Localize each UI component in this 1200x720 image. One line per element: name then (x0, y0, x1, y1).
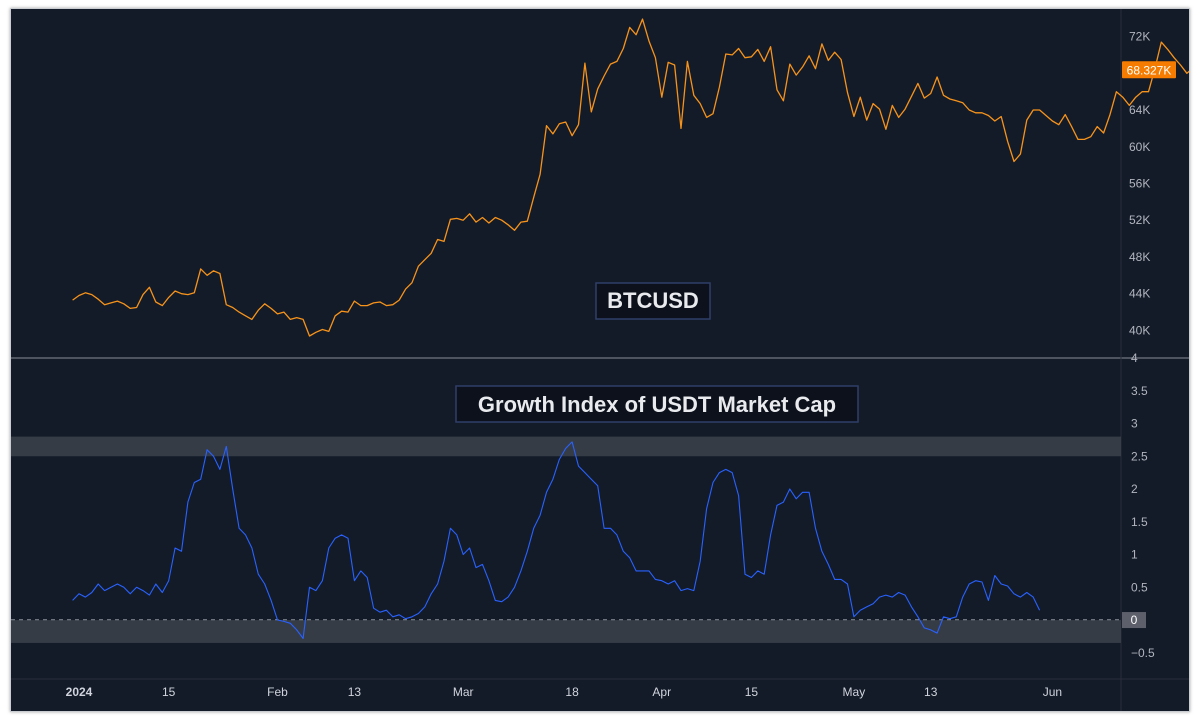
usdt-growth-label-text: Growth Index of USDT Market Cap (478, 392, 836, 417)
time-axis[interactable]: 2024 15 Feb 13 Mar 18 Apr 15 May 13 Jun (66, 685, 1062, 699)
x-tick: Feb (267, 685, 288, 699)
indicator-value-axis[interactable]: −0.5 0.5 1 1.5 2 2.5 3 3.5 4 (1131, 351, 1155, 660)
x-tick: Apr (652, 685, 671, 699)
btcusd-y-tick: 52K (1129, 213, 1150, 227)
last-price-value: 68.327K (1127, 63, 1172, 77)
x-tick: May (843, 685, 866, 699)
last-price-tag: 68.327K (1122, 61, 1176, 79)
indicator-y-tick: 1 (1131, 548, 1138, 562)
indicator-y-tick: 0.5 (1131, 580, 1148, 594)
zero-line-tag (1122, 612, 1146, 629)
indicator-y-tick: 4 (1131, 351, 1138, 365)
btcusd-label: BTCUSD (595, 282, 711, 320)
indicator-band-2 (11, 620, 1121, 643)
indicator-y-tick: 3.5 (1131, 384, 1148, 398)
btcusd-y-tick: 60K (1129, 140, 1150, 154)
indicator-y-tick: −0.5 (1131, 646, 1155, 660)
btcusd-y-tick: 48K (1129, 250, 1150, 264)
chart-frame: 0 40K44K48K52K56K60K64K68K72K −0.50.511.… (10, 8, 1190, 712)
x-tick: Jun (1043, 685, 1062, 699)
chart-canvas: 0 40K44K48K52K56K60K64K68K72K −0.50.511.… (11, 9, 1189, 711)
indicator-bands (11, 436, 1121, 643)
btcusd-y-tick: 64K (1129, 103, 1150, 117)
x-tick: 15 (745, 685, 759, 699)
indicator-y-tick: 2.5 (1131, 449, 1148, 463)
btcusd-y-tick: 56K (1129, 177, 1150, 191)
btcusd-series-line (72, 18, 1189, 337)
usdt-growth-series-line (72, 441, 1041, 639)
indicator-y-tick: 3 (1131, 417, 1138, 431)
x-tick: 13 (924, 685, 938, 699)
x-tick: 15 (162, 685, 176, 699)
x-tick: 2024 (66, 685, 93, 699)
btcusd-y-tick: 40K (1129, 323, 1150, 337)
zero-line-tag-text: 0 (1131, 613, 1138, 627)
btcusd-y-tick: 44K (1129, 287, 1150, 301)
indicator-y-tick: 2 (1131, 482, 1138, 496)
btcusd-label-text: BTCUSD (607, 288, 699, 313)
indicator-y-tick: 1.5 (1131, 515, 1148, 529)
btcusd-y-tick: 72K (1129, 30, 1150, 44)
usdt-growth-label: Growth Index of USDT Market Cap (455, 385, 859, 423)
x-tick: 18 (565, 685, 579, 699)
indicator-band-1 (11, 436, 1121, 457)
x-tick: Mar (453, 685, 474, 699)
btcusd-price-axis[interactable]: 40K44K48K52K56K60K64K68K72K (1129, 30, 1150, 338)
x-tick: 13 (348, 685, 362, 699)
